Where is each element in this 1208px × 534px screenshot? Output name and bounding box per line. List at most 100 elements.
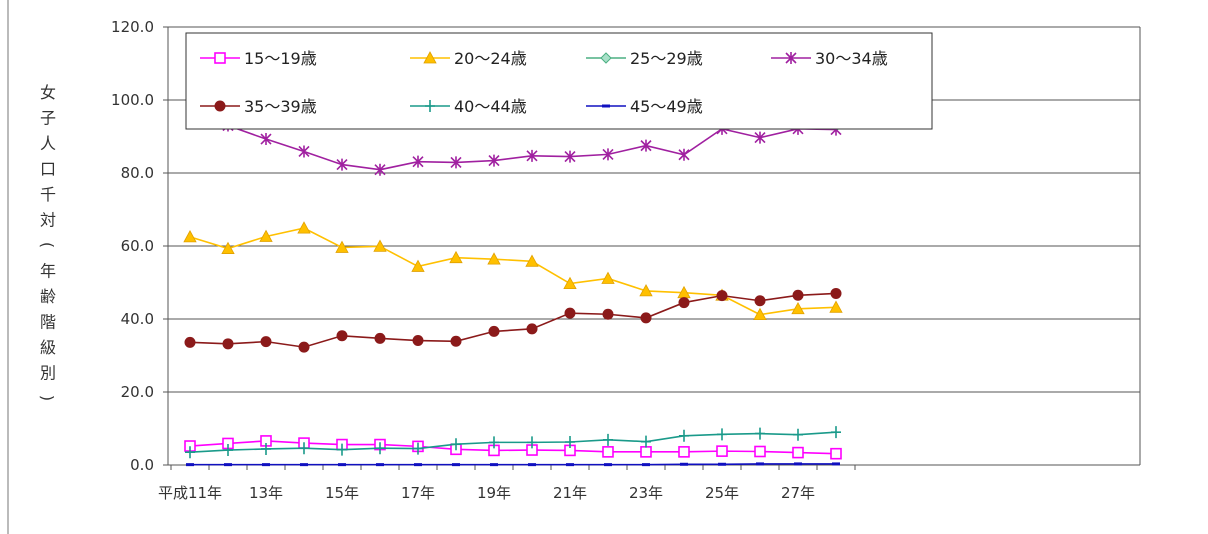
data-point (601, 271, 615, 284)
data-point (488, 325, 500, 337)
legend-item: 20～24歳 (410, 49, 527, 68)
data-point (602, 148, 614, 161)
x-tick-label: 19年 (477, 484, 511, 502)
legend-marker (214, 100, 226, 112)
data-point (337, 443, 347, 456)
data-point (639, 284, 653, 297)
data-point (830, 287, 842, 299)
x-axis-ticks: 平成11年 13年 15年 17年 19年 21年 23年 25年 27年 (158, 465, 856, 502)
legend-label: 35～39歳 (244, 97, 317, 116)
data-point (412, 155, 424, 168)
y-axis-label-char: 級 (40, 338, 56, 357)
data-point (563, 276, 577, 289)
legend-label: 15～19歳 (244, 49, 317, 68)
data-point (411, 259, 425, 272)
y-axis-ticks: 0.0 20.0 40.0 60.0 80.0 100.0 120.0 (111, 18, 168, 474)
data-point (754, 131, 766, 144)
data-point (716, 290, 728, 302)
legend-marker (425, 100, 435, 112)
x-tick-label: 15年 (325, 484, 359, 502)
data-point (183, 230, 197, 243)
data-point (488, 154, 500, 167)
series-5 (184, 287, 842, 353)
y-tick-label: 100.0 (111, 91, 154, 109)
data-point (717, 428, 727, 441)
data-point (640, 312, 652, 324)
x-tick-label: 13年 (249, 484, 283, 502)
y-axis-label-char: 年 (40, 262, 56, 281)
y-tick-label: 0.0 (130, 456, 154, 474)
y-axis-label-char: ) (38, 395, 57, 401)
legend-label: 45～49歳 (630, 97, 703, 116)
y-axis-label-char: 齢 (40, 287, 56, 306)
legend-item: 30～34歳 (771, 49, 888, 68)
y-tick-label: 20.0 (121, 383, 154, 401)
data-point (564, 307, 576, 319)
data-point (412, 335, 424, 347)
series-line (227, 124, 837, 171)
y-axis-label-char: 人 (40, 134, 56, 153)
data-point (374, 332, 386, 344)
data-point (260, 336, 272, 348)
data-point (449, 250, 463, 264)
y-tick-label: 80.0 (121, 164, 154, 182)
data-point (640, 446, 652, 458)
data-point (527, 436, 537, 449)
x-tick-label: 平成11年 (158, 484, 222, 502)
data-point (336, 330, 348, 342)
y-axis-label-char: 千 (40, 185, 56, 204)
legend-label: 40～44歳 (454, 97, 527, 116)
data-point (526, 323, 538, 335)
data-point (753, 307, 767, 321)
data-point (222, 338, 234, 350)
legend-marker (785, 52, 797, 64)
legend-marker (600, 52, 612, 64)
legend-label: 30～34歳 (815, 49, 888, 68)
series-line (189, 440, 837, 455)
y-axis-label-char: 別 (40, 364, 56, 383)
legend-marker (214, 52, 226, 64)
series-line (189, 431, 837, 454)
data-point (755, 427, 765, 440)
data-point (451, 438, 461, 451)
y-axis-label-char: 子 (40, 109, 56, 128)
x-tick-label: 27年 (781, 484, 815, 502)
data-point (525, 254, 539, 267)
data-point (336, 158, 348, 171)
data-point (754, 295, 766, 307)
series-2 (183, 221, 843, 321)
data-point (602, 446, 614, 458)
data-point (413, 442, 423, 455)
series-group (183, 90, 843, 467)
data-point (298, 145, 310, 158)
legend-item: 45～49歳 (586, 97, 703, 116)
y-axis-label-char: 口 (40, 160, 56, 179)
data-point (829, 300, 843, 313)
legend: 15～19歳 20～24歳 25～29歳 30～34歳 35～39歳 40～44歳 45～4… (185, 32, 933, 130)
data-point (791, 301, 805, 315)
y-tick-label: 40.0 (121, 310, 154, 328)
data-point (640, 139, 652, 152)
data-point (565, 436, 575, 449)
data-point (830, 447, 842, 460)
data-point (792, 289, 804, 301)
legend-item: 25～29歳 (586, 49, 703, 68)
data-point (335, 240, 349, 253)
y-tick-label: 120.0 (111, 18, 154, 36)
series-line (189, 227, 837, 316)
data-point (374, 163, 386, 176)
y-axis-label-char: ( (38, 242, 57, 248)
series-6 (185, 426, 841, 459)
data-point (754, 445, 766, 458)
data-point (298, 341, 310, 353)
data-point (259, 229, 273, 242)
legend-item: 40～44歳 (410, 97, 527, 116)
x-tick-label: 17年 (401, 484, 435, 502)
data-point (489, 436, 499, 449)
data-point (831, 426, 841, 439)
legend-marker (423, 51, 437, 64)
y-axis-label-char: 女 (40, 83, 56, 102)
data-point (184, 336, 196, 348)
data-point (678, 148, 690, 161)
